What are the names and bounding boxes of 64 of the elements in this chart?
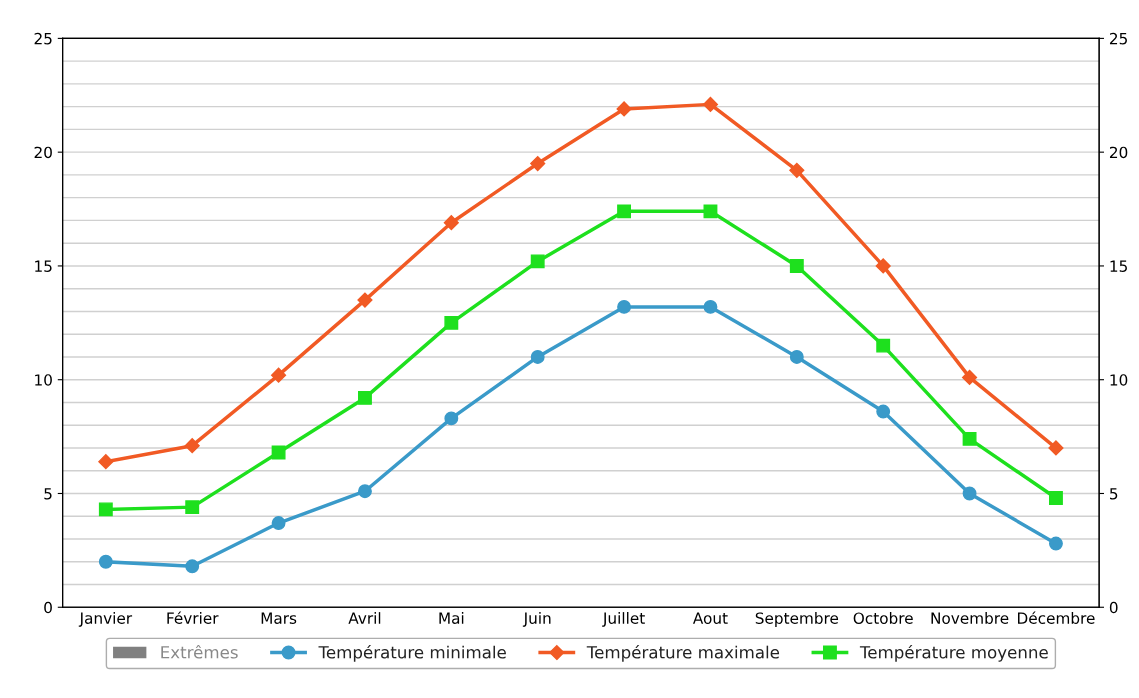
point: [444, 315, 459, 330]
point: [876, 338, 891, 353]
x-tick-label: Aout: [692, 612, 728, 624]
y2-tick-label: 20: [1109, 146, 1128, 159]
x-tick-label: Octobre: [853, 612, 913, 624]
point: [962, 431, 977, 446]
y2-tick-label: 15: [1110, 260, 1127, 272]
point: [98, 554, 113, 569]
point: [617, 204, 632, 219]
point: [530, 350, 545, 364]
point: [98, 502, 113, 517]
point: [617, 299, 632, 314]
point: [271, 445, 286, 460]
point: [789, 258, 804, 273]
x-tick-label: Mars: [261, 612, 297, 624]
y-tick-label: 15: [35, 260, 52, 272]
point: [703, 299, 718, 314]
y-tick-label: 0: [44, 601, 52, 614]
y-tick-label: 20: [34, 146, 52, 159]
point: [1048, 440, 1064, 456]
y2-tick-label: 5: [1110, 488, 1118, 500]
x-tick-label: Mai: [439, 612, 464, 624]
point: [271, 367, 287, 383]
legend-label: Température moyenne: [859, 645, 1048, 662]
x-tick-label: Juin: [522, 612, 551, 627]
x-tick-label: Décembre: [1018, 611, 1095, 624]
point: [358, 390, 372, 405]
point: [98, 454, 114, 470]
point: [616, 101, 632, 117]
point: [444, 411, 459, 426]
y2-tick-label: 25: [1109, 32, 1127, 45]
point: [1049, 536, 1063, 551]
y-tick-label: 10: [35, 374, 52, 386]
x-tick-label: Janvier: [78, 612, 133, 627]
legend-label: Température maximale: [586, 645, 780, 662]
point: [962, 369, 978, 386]
point: [702, 96, 719, 112]
point: [185, 559, 200, 574]
y2-tick-label: 10: [1110, 374, 1128, 386]
x-tick-label: Novembre: [931, 612, 1009, 624]
point: [789, 350, 804, 364]
x-tick-label: Septembre: [755, 612, 839, 627]
x-tick-label: Avril: [348, 612, 381, 624]
legend-label: Température minimale: [318, 645, 506, 662]
y-tick-label: 25: [34, 32, 52, 45]
point: [184, 438, 200, 454]
point: [962, 486, 977, 501]
point: [358, 484, 372, 499]
point: [271, 516, 286, 531]
point: [875, 258, 891, 274]
point: [789, 162, 805, 178]
legend-label: Extrêmes: [161, 645, 238, 659]
y-tick-label: 5: [44, 488, 52, 500]
point: [443, 215, 459, 231]
x-tick-label: Février: [167, 611, 219, 624]
point: [357, 292, 373, 308]
point: [185, 500, 200, 515]
point: [703, 204, 718, 219]
x-tick-label: Juillet: [602, 612, 645, 627]
point: [530, 155, 546, 172]
y2-tick-label: 0: [1109, 601, 1118, 614]
point: [1049, 491, 1063, 505]
point: [876, 404, 891, 419]
point: [530, 254, 545, 269]
